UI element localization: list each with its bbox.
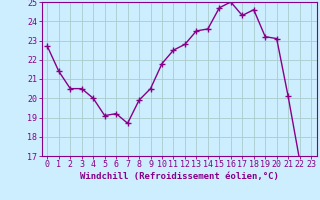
X-axis label: Windchill (Refroidissement éolien,°C): Windchill (Refroidissement éolien,°C) bbox=[80, 172, 279, 181]
